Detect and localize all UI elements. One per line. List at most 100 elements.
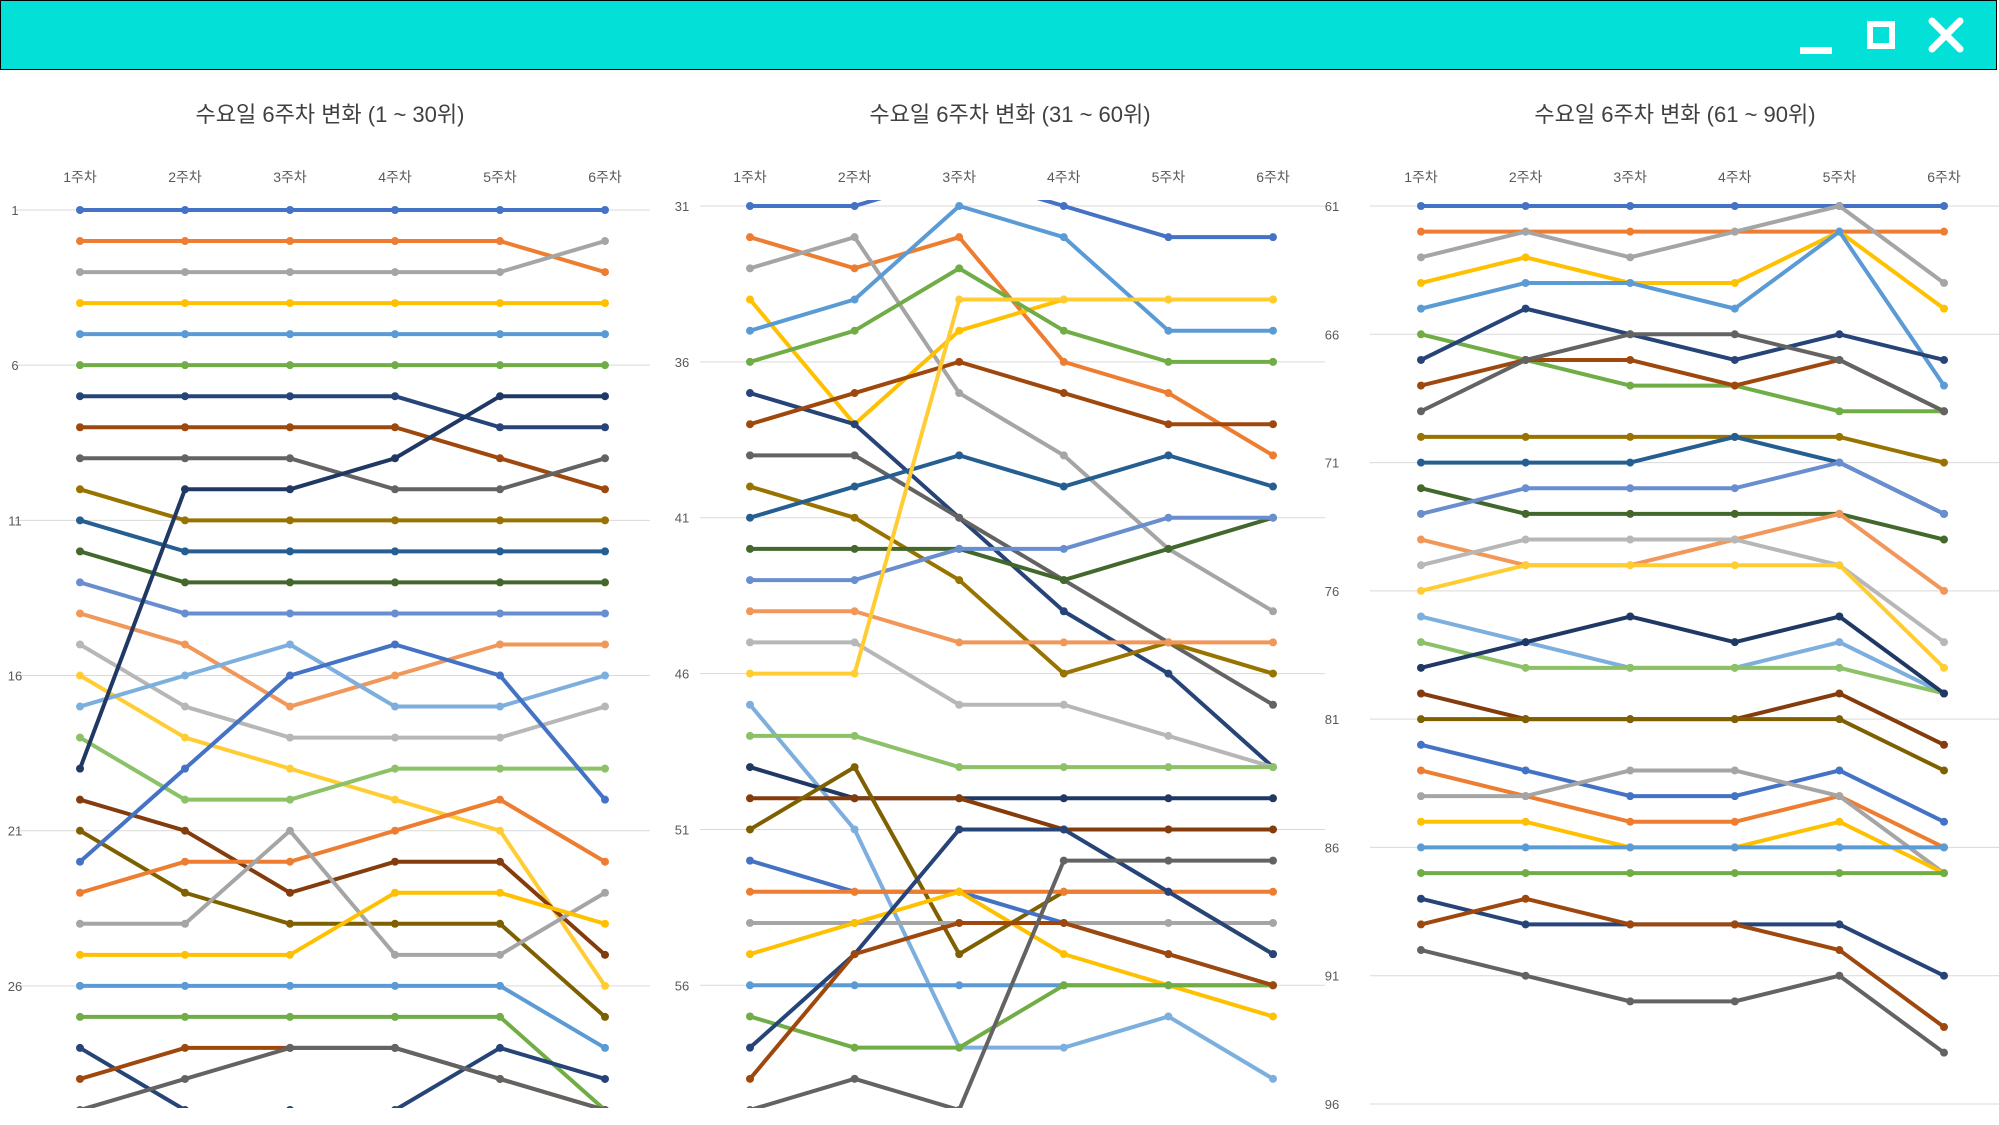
data-point xyxy=(1417,227,1425,236)
data-point xyxy=(601,981,609,990)
data-point xyxy=(1940,509,1948,518)
data-point xyxy=(1521,843,1530,852)
data-point xyxy=(181,361,189,370)
data-point xyxy=(1521,535,1530,544)
data-point xyxy=(601,950,609,959)
data-point xyxy=(1940,304,1948,313)
data-point xyxy=(1521,792,1530,801)
series-line xyxy=(749,983,1273,1050)
x-tick-label: 1주차 xyxy=(1404,169,1438,185)
data-point xyxy=(496,981,504,990)
data-point xyxy=(1417,612,1425,621)
data-point xyxy=(1269,233,1277,242)
data-point xyxy=(1417,355,1425,364)
data-point xyxy=(496,640,504,649)
data-point xyxy=(601,609,609,618)
series-line xyxy=(78,642,606,740)
data-point xyxy=(391,423,399,432)
data-point xyxy=(496,330,504,339)
data-point xyxy=(1521,484,1530,493)
maximize-button[interactable] xyxy=(1859,15,1903,57)
series-line xyxy=(1420,332,1945,414)
data-point xyxy=(286,547,294,556)
series-group xyxy=(76,206,609,1108)
x-tick-label: 6주차 xyxy=(588,169,622,185)
data-point xyxy=(1940,689,1948,698)
data-point xyxy=(1730,381,1739,390)
data-point xyxy=(1835,355,1844,364)
data-point xyxy=(1059,326,1068,335)
data-point xyxy=(1269,887,1277,896)
data-point xyxy=(1417,946,1425,955)
data-point xyxy=(1059,1043,1068,1052)
data-point xyxy=(955,950,964,959)
data-point xyxy=(1521,638,1530,647)
data-point xyxy=(601,516,609,525)
data-point xyxy=(1164,1012,1173,1021)
data-point xyxy=(391,981,399,990)
data-point xyxy=(391,485,399,494)
data-point xyxy=(850,669,859,678)
data-point xyxy=(496,919,504,928)
maximize-icon xyxy=(1867,21,1895,49)
data-point xyxy=(1059,295,1068,304)
data-point xyxy=(181,454,189,463)
data-point xyxy=(1835,202,1844,210)
minimize-button[interactable] xyxy=(1794,15,1838,57)
data-point xyxy=(955,1106,963,1108)
data-point xyxy=(1730,561,1739,570)
data-point xyxy=(496,268,504,277)
series-line xyxy=(79,549,605,585)
data-point xyxy=(1269,1074,1277,1083)
data-point xyxy=(286,919,294,928)
series-line xyxy=(1420,640,1945,696)
data-point xyxy=(1417,535,1425,544)
close-button[interactable] xyxy=(1924,15,1968,57)
data-point xyxy=(1730,843,1739,852)
data-point xyxy=(1269,950,1277,959)
data-point xyxy=(181,826,189,835)
data-point xyxy=(391,764,399,773)
data-point xyxy=(1417,509,1425,518)
data-point xyxy=(1835,612,1844,621)
data-point xyxy=(76,733,84,742)
data-point xyxy=(286,764,294,773)
data-point xyxy=(1269,607,1277,616)
data-point xyxy=(391,950,399,959)
y-tick-label: 56 xyxy=(675,978,689,993)
data-point xyxy=(391,888,399,897)
data-point xyxy=(1417,843,1425,852)
data-point xyxy=(1940,663,1948,672)
series-line xyxy=(750,515,1273,583)
data-point xyxy=(1940,1023,1948,1032)
data-point xyxy=(1269,295,1277,304)
data-point xyxy=(1417,202,1425,210)
data-point xyxy=(1940,843,1948,852)
data-point xyxy=(391,330,399,339)
data-point xyxy=(76,795,84,804)
data-point xyxy=(1059,451,1068,460)
x-tick-label: 4주차 xyxy=(1718,169,1752,185)
data-point xyxy=(496,1043,504,1052)
data-point xyxy=(1730,997,1739,1006)
data-point xyxy=(1730,509,1739,518)
y-tick-label: 71 xyxy=(1325,456,1339,471)
data-point xyxy=(746,451,754,460)
data-point xyxy=(601,299,609,308)
data-point xyxy=(76,454,84,463)
data-point xyxy=(496,764,504,773)
data-point xyxy=(955,451,964,460)
series-line xyxy=(78,1045,606,1108)
data-point xyxy=(601,268,609,277)
data-point xyxy=(850,731,859,740)
data-point xyxy=(1940,638,1948,647)
data-point xyxy=(496,857,504,866)
data-point xyxy=(601,640,609,649)
data-point xyxy=(1059,607,1068,616)
data-point xyxy=(1626,535,1635,544)
data-point xyxy=(286,237,294,246)
series-line xyxy=(749,889,1274,1019)
data-point xyxy=(1521,920,1530,929)
data-point xyxy=(181,981,189,990)
y-tick-label: 66 xyxy=(1325,327,1339,342)
